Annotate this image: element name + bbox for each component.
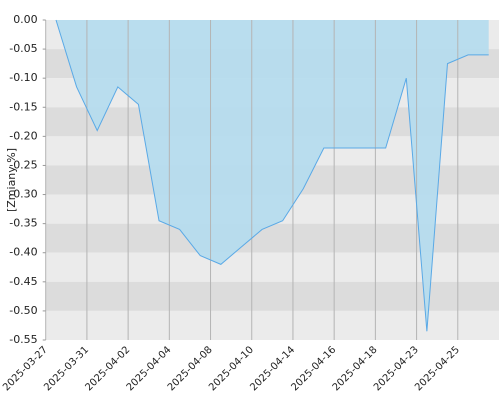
y-tick-label: -0.15: [9, 100, 37, 113]
y-axis-label: [Zmiany %]: [5, 148, 18, 212]
y-tick-label: -0.50: [9, 304, 37, 317]
y-tick-label: -0.25: [9, 158, 37, 171]
y-tick-label: -0.05: [9, 42, 37, 55]
y-tick-label: -0.30: [9, 188, 37, 201]
y-tick-label: -0.10: [9, 71, 37, 84]
plot-band: [45, 310, 499, 340]
x-tick-label: 2025-04-25: [413, 344, 462, 393]
line: [55, 19, 489, 332]
area: [56, 20, 489, 332]
y-tick-label: 0.00: [13, 13, 38, 26]
y-tick-label: -0.40: [9, 246, 37, 259]
y-tick-label: -0.45: [9, 275, 37, 288]
plot-band: [45, 281, 499, 311]
y-tick-label: -0.35: [9, 217, 37, 230]
y-tick-label: -0.20: [9, 129, 37, 142]
y-tick-label: -0.55: [9, 333, 37, 346]
